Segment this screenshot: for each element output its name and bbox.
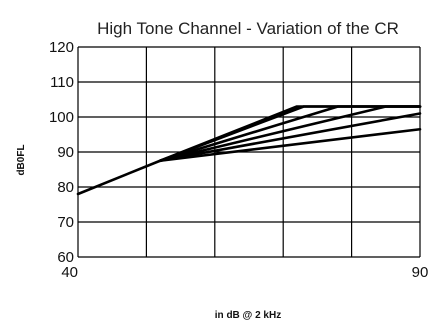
series-line — [158, 112, 422, 163]
x-tick-labels: 40 90 — [61, 264, 428, 281]
grid — [77, 46, 421, 258]
y-tick-label: 100 — [49, 109, 74, 126]
y-tick-label: 60 — [57, 249, 74, 266]
y-tick-label: 90 — [57, 144, 74, 161]
y-tick-label: 120 — [49, 39, 74, 56]
y-tick-label: 110 — [50, 74, 74, 91]
x-tick-label: 90 — [412, 264, 429, 281]
y-tick-label: 70 — [57, 214, 74, 231]
y-tick-labels: 60 70 80 90 100 110 120 — [49, 39, 74, 266]
chart-title: High Tone Channel - Variation of the CR — [97, 19, 399, 38]
x-tick-label: 40 — [61, 264, 78, 281]
x-axis-label: in dB @ 2 kHz — [215, 310, 281, 321]
series-group — [76, 105, 422, 196]
series-line — [158, 105, 422, 163]
y-tick-label: 80 — [57, 179, 74, 196]
series-line — [158, 127, 422, 163]
y-axis-label: dB0FL — [16, 144, 27, 175]
